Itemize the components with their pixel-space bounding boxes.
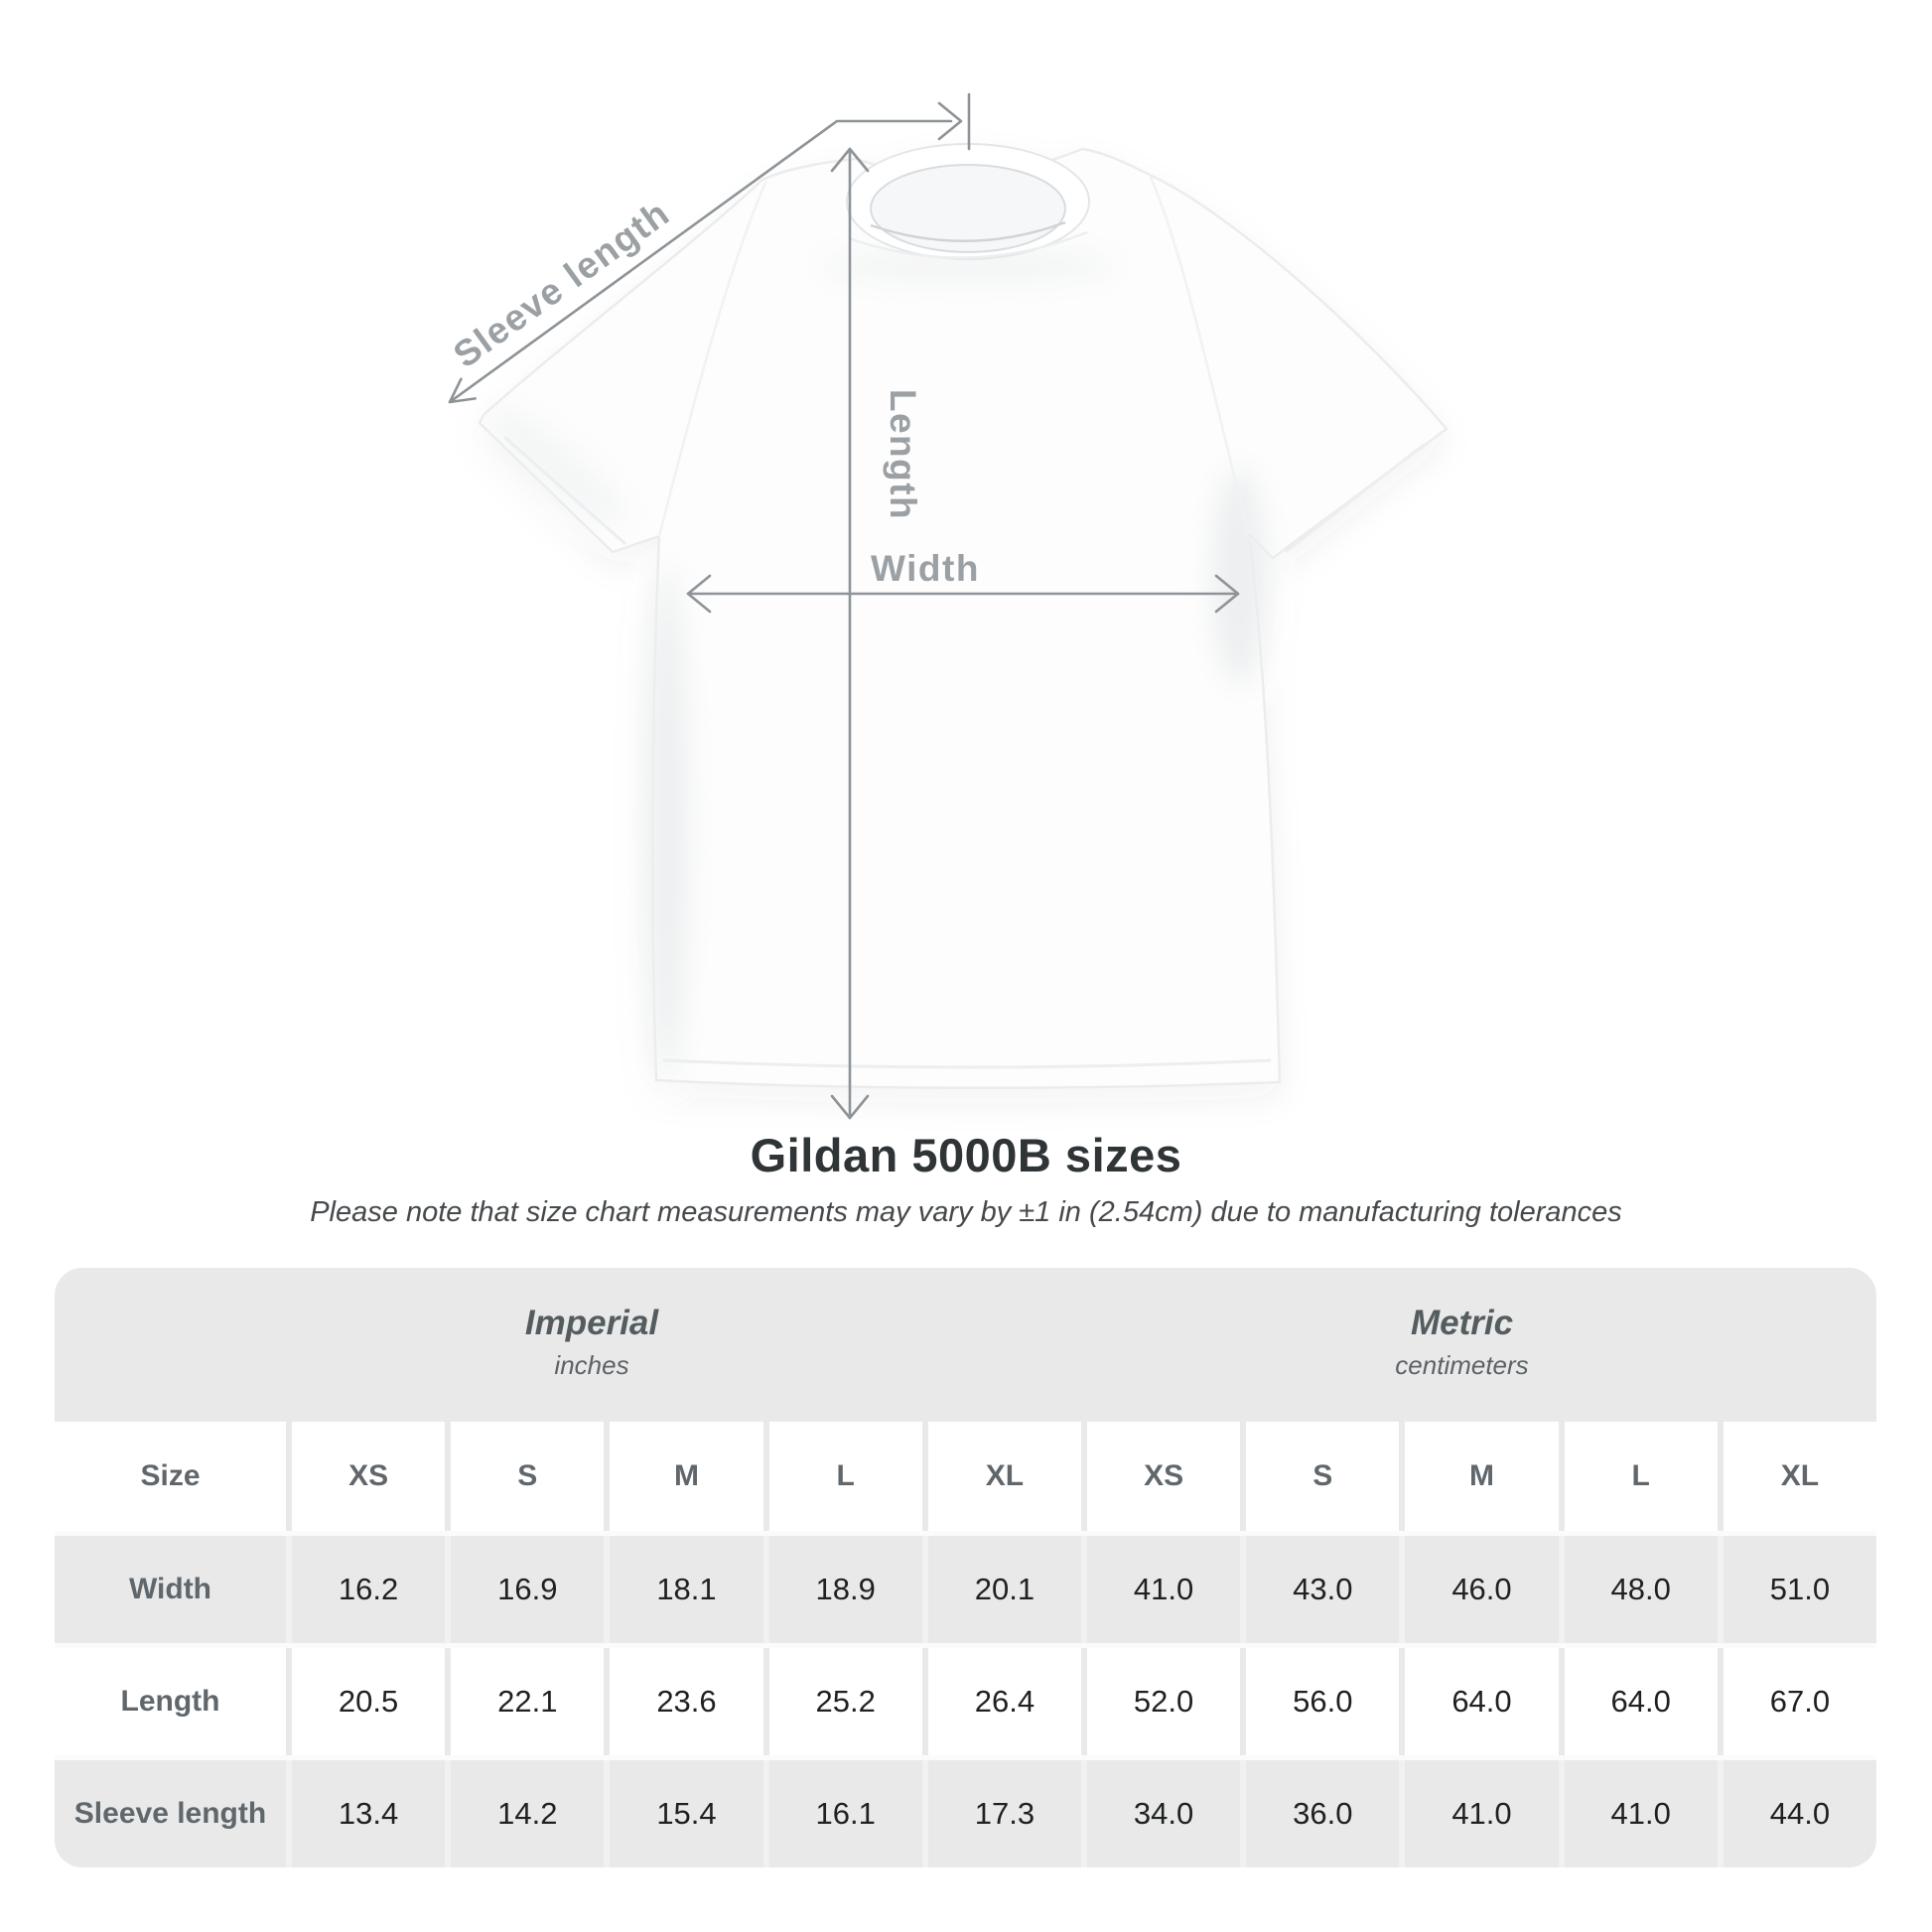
col-header-metric-m: M (1405, 1422, 1559, 1531)
sleeve-imperial-xs: 13.4 (292, 1760, 446, 1867)
length-imperial-m: 23.6 (610, 1648, 763, 1755)
length-imperial-xl: 26.4 (927, 1648, 1081, 1755)
tshirt-illustration (478, 143, 1449, 1090)
sleeve-imperial-l: 16.1 (768, 1760, 922, 1867)
width-metric-s: 43.0 (1246, 1536, 1400, 1643)
width-metric-xl: 51.0 (1723, 1536, 1876, 1643)
sleeve-metric-xl: 44.0 (1723, 1760, 1876, 1867)
size-column-header: Size (55, 1422, 286, 1531)
length-metric-l: 64.0 (1564, 1648, 1718, 1755)
sleeve-length-arrow (448, 119, 953, 404)
page-title: Gildan 5000B sizes (750, 1129, 1182, 1181)
width-metric-m: 46.0 (1405, 1536, 1559, 1643)
imperial-group-title: Imperial (524, 1304, 659, 1342)
width-imperial-s: 16.9 (451, 1536, 605, 1643)
length-imperial-s: 22.1 (451, 1648, 605, 1755)
metric-group: Metric centimeters (1067, 1268, 1857, 1422)
row-label-length: Length (55, 1648, 286, 1755)
tshirt-measurement-diagram: Sleeve length Length Width (446, 92, 1449, 1120)
sleeve-imperial-xl: 17.3 (927, 1760, 1081, 1867)
width-metric-xs: 41.0 (1086, 1536, 1241, 1643)
sleeve-imperial-m: 15.4 (610, 1760, 763, 1867)
width-imperial-l: 18.9 (768, 1536, 922, 1643)
sleeve-metric-xs: 34.0 (1086, 1760, 1241, 1867)
width-imperial-xl: 20.1 (927, 1536, 1081, 1643)
col-header-imperial-xl: XL (927, 1422, 1081, 1531)
length-imperial-xs: 20.5 (292, 1648, 446, 1755)
imperial-group: Imperial inches (78, 1268, 1105, 1422)
col-header-imperial-s: S (451, 1422, 605, 1531)
length-metric-m: 64.0 (1405, 1648, 1559, 1755)
sleeve-metric-s: 36.0 (1246, 1760, 1400, 1867)
length-metric-xs: 52.0 (1086, 1648, 1241, 1755)
row-label-width: Width (55, 1536, 286, 1643)
col-header-metric-xs: XS (1086, 1422, 1241, 1531)
col-header-metric-s: S (1246, 1422, 1400, 1531)
imperial-group-unit: inches (554, 1350, 629, 1380)
collar (846, 143, 1090, 260)
width-metric-l: 48.0 (1564, 1536, 1718, 1643)
col-header-imperial-m: M (610, 1422, 763, 1531)
width-label: Width (871, 548, 980, 589)
length-metric-s: 56.0 (1246, 1648, 1400, 1755)
table-row-width: Width 16.2 16.9 18.1 18.9 20.1 41.0 43.0… (55, 1536, 1876, 1643)
sleeve-metric-m: 41.0 (1405, 1760, 1559, 1867)
table-row-sleeve-length: Sleeve length 13.4 14.2 15.4 16.1 17.3 3… (55, 1760, 1876, 1867)
length-metric-xl: 67.0 (1723, 1648, 1876, 1755)
metric-group-unit: centimeters (1395, 1350, 1529, 1380)
table-header-row: Size XS S M L XL XS S M L XL (55, 1422, 1876, 1531)
row-label-sleeve-length: Sleeve length (55, 1760, 286, 1867)
metric-group-title: Metric (1410, 1304, 1514, 1342)
col-header-imperial-xs: XS (292, 1422, 446, 1531)
length-imperial-l: 25.2 (768, 1648, 922, 1755)
col-header-metric-l: L (1564, 1422, 1718, 1531)
table-row-length: Length 20.5 22.1 23.6 25.2 26.4 52.0 56.… (55, 1648, 1876, 1755)
measurement-arrows (448, 92, 1240, 1120)
sleeve-metric-l: 41.0 (1564, 1760, 1718, 1867)
tolerance-note: Please note that size chart measurements… (310, 1196, 1622, 1228)
col-header-imperial-l: L (768, 1422, 922, 1531)
col-header-metric-xl: XL (1723, 1422, 1876, 1531)
size-table: Imperial inches Metric centimeters Size … (55, 1268, 1876, 1867)
unit-group-header: Imperial inches Metric centimeters (55, 1268, 1876, 1422)
width-imperial-xs: 16.2 (292, 1536, 446, 1643)
length-label: Length (883, 389, 923, 520)
width-imperial-m: 18.1 (610, 1536, 763, 1643)
sleeve-imperial-s: 14.2 (451, 1760, 605, 1867)
